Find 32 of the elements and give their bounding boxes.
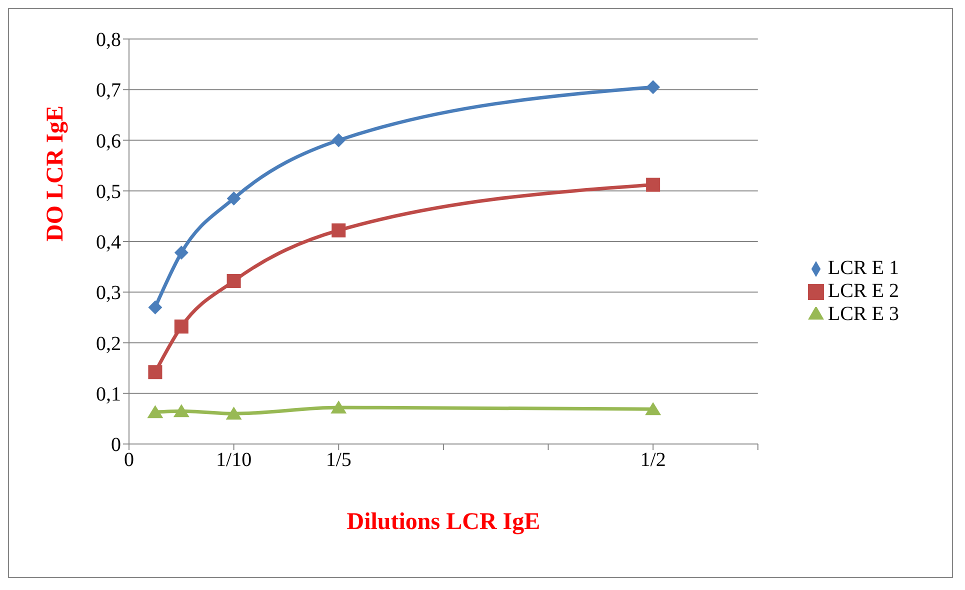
- x-tick-label: 1/2: [640, 449, 666, 472]
- x-axis-title: Dilutions LCR IgE: [346, 509, 540, 535]
- point: [173, 404, 190, 418]
- point: [147, 405, 164, 418]
- x-tick-label: 1/10: [216, 449, 252, 472]
- y-tick-label: 0,4: [96, 232, 121, 254]
- point: [174, 246, 188, 260]
- y-tick-label: 0: [111, 434, 121, 456]
- legend-label: LCR E 3: [828, 303, 899, 325]
- legend-label: LCR E 1: [828, 257, 899, 279]
- point: [226, 191, 241, 206]
- point: [226, 274, 241, 288]
- point: [332, 223, 346, 238]
- y-tick-label: 0,7: [96, 80, 121, 102]
- x-tick-label: 1/5: [326, 449, 352, 472]
- y-tick-label: 0,6: [96, 130, 121, 152]
- y-tick-label: 0,2: [96, 332, 121, 355]
- y-tick-label: 0,8: [96, 29, 121, 52]
- legend-label: LCR E 2: [828, 280, 899, 302]
- y-tick-label: 0,3: [96, 282, 121, 304]
- point: [174, 320, 188, 334]
- y-tick-label: 0,5: [96, 180, 121, 203]
- point: [645, 402, 662, 416]
- y-tick-label: 0,1: [96, 383, 121, 406]
- point: [646, 80, 660, 94]
- point: [148, 365, 162, 380]
- point: [330, 400, 347, 414]
- point: [148, 300, 162, 314]
- point: [332, 133, 346, 148]
- point: [226, 406, 242, 420]
- point: [646, 178, 660, 192]
- y-axis-title: DO LCR IgE: [42, 105, 69, 242]
